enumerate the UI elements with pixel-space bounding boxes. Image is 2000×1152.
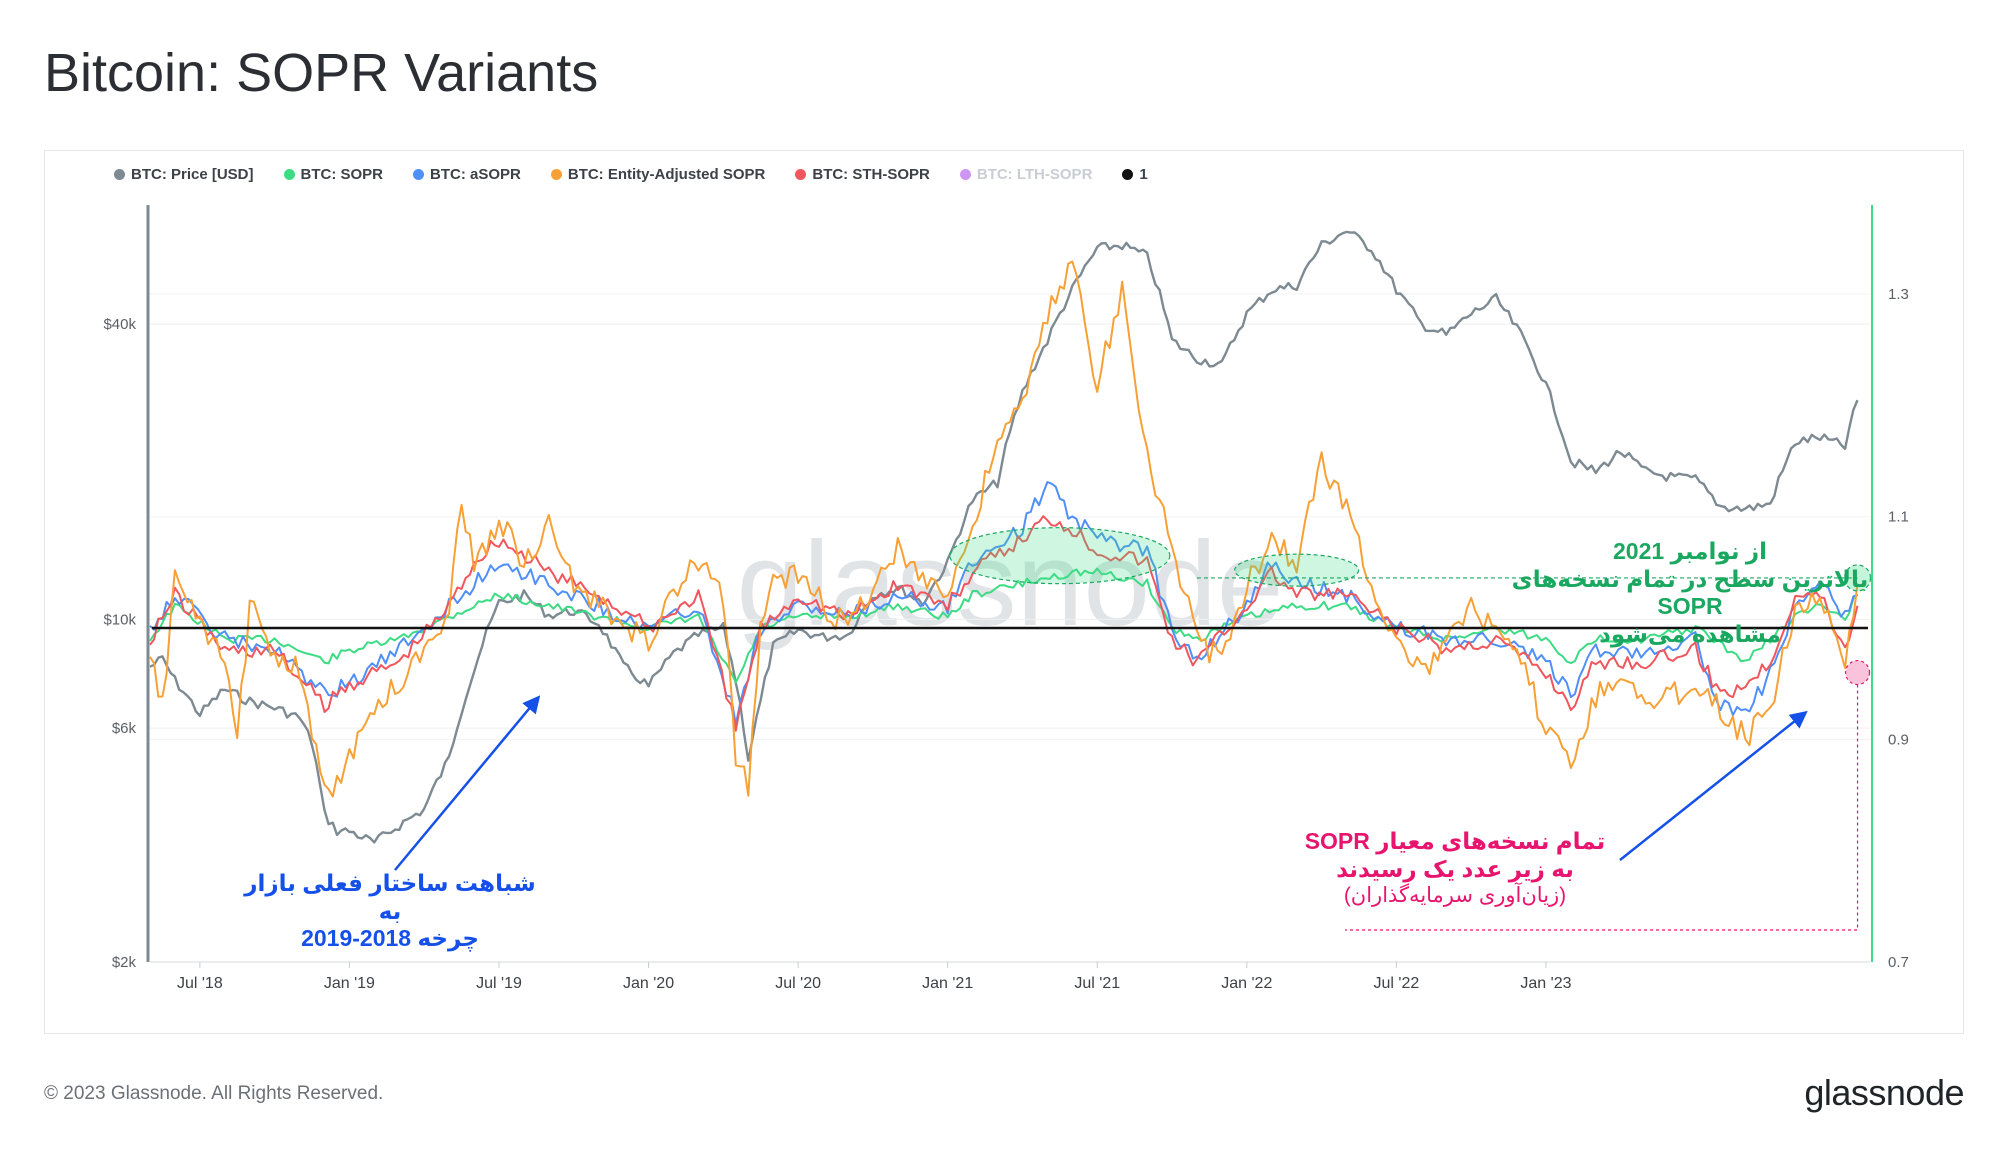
legend-label: BTC: SOPR	[300, 166, 384, 183]
y-left-tick-label: $10k	[103, 611, 136, 628]
x-tick-label: Jul '18	[177, 975, 223, 992]
annotation-blue-line2: چرخه 2018-2019	[301, 925, 479, 952]
legend-item-1[interactable]: BTC: SOPR	[283, 166, 384, 183]
arrow-below-one	[1619, 710, 1808, 861]
annotation-market-structure: شباهت ساختار فعلی بازار به چرخه 2018-201…	[240, 870, 540, 953]
highlight-nov-2021	[1234, 553, 1360, 587]
legend-label: BTC: Entity-Adjusted SOPR	[567, 166, 766, 183]
annotation-below-one: تمام نسخه‌های معیار SOPR به زیر عدد یک ر…	[1290, 828, 1620, 908]
legend-dot-icon	[795, 169, 807, 180]
legend-item-5[interactable]: BTC: LTH-SOPR	[959, 166, 1093, 183]
highlight-below-one	[1844, 659, 1871, 686]
annotation-red-line3: (زیان‌آوری سرمایه‌گذاران)	[1343, 884, 1567, 908]
legend-item-0[interactable]: BTC: Price [USD]	[114, 166, 254, 183]
arrow-market-structure	[394, 695, 541, 871]
series-entity-adjusted-sopr-line	[149, 260, 1859, 798]
y-left-tick-label: $2k	[112, 954, 137, 971]
chart-frame	[44, 150, 1964, 1034]
x-tick-label: Jan '23	[1520, 975, 1571, 992]
legend-item-6[interactable]: 1	[1122, 166, 1148, 183]
series-asopr-line	[149, 481, 1858, 726]
legend-label: BTC: STH-SOPR	[812, 166, 930, 183]
series-sopr-line	[149, 567, 1859, 684]
legend-dot-icon	[114, 169, 125, 180]
y-right-tick-label: 1.3	[1888, 286, 1909, 303]
annotation-red-line2: به زیر عدد یک رسیدند	[1336, 855, 1574, 882]
footer-copyright: © 2023 Glassnode. All Rights Reserved.	[44, 1083, 384, 1104]
x-tick-label: Jul '19	[476, 975, 522, 992]
annotation-green-line4: مشاهده می‌شود	[1599, 620, 1781, 647]
footer-logo[interactable]: glassnode	[1804, 1072, 1964, 1113]
x-tick-label: Jul '21	[1074, 975, 1120, 992]
legend-dot-icon	[413, 169, 425, 180]
highlight-latest-high	[1843, 564, 1872, 592]
x-tick-label: Jul '20	[775, 975, 821, 992]
legend-dot-icon	[283, 169, 295, 180]
legend-item-3[interactable]: BTC: Entity-Adjusted SOPR	[550, 166, 766, 183]
page-title: Bitcoin: SOPR Variants	[44, 43, 599, 103]
legend-dot-icon	[550, 169, 562, 180]
legend-label: BTC: Price [USD]	[131, 166, 254, 183]
legend-item-2[interactable]: BTC: aSOPR	[413, 166, 521, 183]
legend-item-4[interactable]: BTC: STH-SOPR	[795, 166, 930, 183]
chart-legend: BTC: Price [USD] BTC: SOPR BTC: aSOPR BTC: …	[114, 166, 1148, 183]
y-left-tick-label: $6k	[112, 720, 137, 737]
x-tick-label: Jan '19	[324, 975, 375, 992]
series-sth-sopr-line	[149, 515, 1859, 732]
x-tick-label: Jan '20	[623, 975, 674, 992]
legend-dot-icon	[959, 169, 971, 180]
annotation-green-line3: SOPR	[1657, 593, 1723, 620]
y-right-tick-label: 0.9	[1888, 731, 1909, 748]
annotation-red-line1: تمام نسخه‌های معیار SOPR	[1304, 828, 1606, 854]
annotation-green-line1: از نوامبر 2021	[1613, 538, 1767, 564]
legend-label: BTC: LTH-SOPR	[976, 166, 1093, 183]
y-left-tick-label: $40k	[103, 316, 136, 333]
legend-label: 1	[1139, 166, 1148, 183]
series-price-line	[149, 230, 1859, 844]
annotation-blue-line1: شباهت ساختار فعلی بازار به	[244, 870, 536, 924]
x-tick-label: Jul '22	[1374, 975, 1420, 992]
x-tick-label: Jan '21	[922, 975, 973, 992]
annotation-green-line2: بالاترین سطح در تمام نسخه‌های	[1511, 565, 1869, 592]
highlight-jan-2021	[949, 527, 1171, 585]
y-right-tick-label: 0.7	[1888, 954, 1909, 971]
legend-dot-icon	[1122, 169, 1134, 180]
annotation-highest-level: از نوامبر 2021 بالاترین سطح در تمام نسخه…	[1500, 538, 1880, 648]
y-right-tick-label: 1.1	[1888, 509, 1909, 526]
legend-label: BTC: aSOPR	[430, 166, 521, 183]
x-tick-label: Jan '22	[1221, 975, 1272, 992]
